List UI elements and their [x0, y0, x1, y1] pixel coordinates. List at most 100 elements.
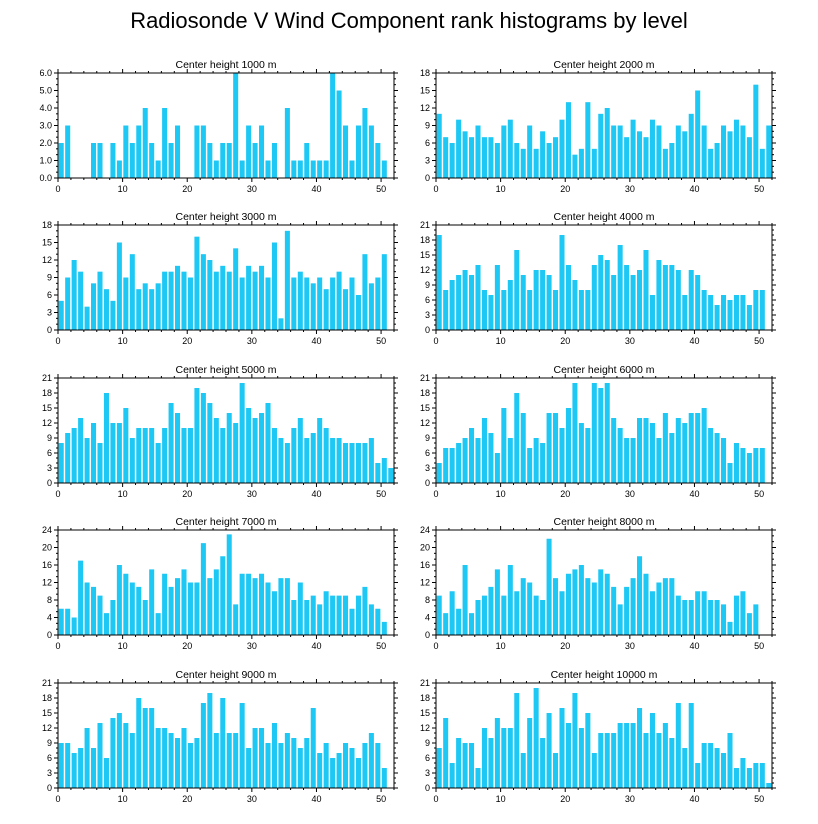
bar [136, 428, 142, 483]
bar [220, 265, 226, 330]
bar [116, 713, 122, 788]
bar [207, 693, 213, 788]
bar [443, 137, 449, 178]
bar [252, 271, 258, 330]
x-tick-label: 0 [55, 794, 60, 804]
bar [578, 148, 584, 178]
bar [507, 728, 513, 788]
bar [469, 613, 475, 636]
bar [565, 265, 571, 330]
bar [194, 236, 200, 330]
bar [733, 295, 739, 330]
panel-title: Center height 10000 m [551, 669, 658, 681]
bar [714, 748, 720, 788]
bar [368, 125, 374, 178]
bar [488, 738, 494, 788]
bar [643, 250, 649, 330]
bar [343, 743, 349, 788]
x-tick-label: 0 [55, 184, 60, 194]
x-tick-label: 10 [118, 641, 128, 651]
bar [362, 254, 368, 330]
bar [226, 271, 232, 330]
bar [58, 143, 64, 178]
bar [688, 113, 694, 178]
x-tick-label: 40 [311, 794, 321, 804]
bar [507, 565, 513, 635]
panel-1: Center height 1000 m 0.0 1.0 2.0 3.0 4.0 5.0 6.… [39, 59, 398, 194]
panel-title: Center height 3000 m [176, 211, 277, 223]
bar [688, 270, 694, 330]
panel-title: Center height 9000 m [176, 669, 277, 681]
bar [514, 393, 520, 483]
x-tick-label: 10 [496, 489, 506, 499]
bar [388, 468, 394, 483]
bar [181, 569, 187, 636]
chart-title: Radiosonde V Wind Component rank histogr… [130, 8, 688, 33]
bar [103, 758, 109, 788]
bar [708, 743, 714, 788]
bar [611, 275, 617, 330]
y-tick-label: 3 [425, 768, 430, 778]
bar [727, 733, 733, 788]
y-tick-label: 3 [425, 310, 430, 320]
y-tick-label: 0 [47, 630, 52, 640]
bar [162, 108, 168, 178]
bar [291, 600, 297, 635]
bar [142, 108, 148, 178]
bar [617, 428, 623, 483]
x-tick-label: 20 [182, 489, 192, 499]
bar [740, 125, 746, 178]
bar [643, 573, 649, 635]
bar [475, 600, 481, 635]
x-tick-label: 0 [55, 336, 60, 346]
bar [456, 275, 462, 330]
bar [278, 743, 284, 788]
bar [604, 383, 610, 483]
bar [149, 143, 155, 178]
bar [598, 113, 604, 178]
bar [259, 125, 265, 178]
bar [494, 265, 500, 330]
bar [162, 271, 168, 330]
bar [559, 119, 565, 178]
x-tick-label: 20 [182, 336, 192, 346]
bar [533, 270, 539, 330]
panel-6: Center height 6000 m 0 3 6 9 12 15 18 21 0 10 20 30 4… [420, 364, 776, 499]
bar [110, 423, 116, 483]
bar [71, 428, 77, 483]
bar [733, 443, 739, 483]
x-tick-label: 0 [433, 184, 438, 194]
bar [310, 595, 316, 636]
x-tick-label: 30 [247, 794, 257, 804]
bar [323, 591, 329, 635]
bar [488, 586, 494, 636]
y-tick-label: 9 [47, 273, 52, 283]
bar [323, 289, 329, 330]
bar [682, 600, 688, 635]
bar [695, 591, 701, 635]
bar [701, 591, 707, 635]
bar [187, 428, 193, 483]
bar [65, 433, 71, 483]
bar [336, 271, 342, 330]
bar [481, 137, 487, 178]
bar [695, 763, 701, 788]
x-tick-label: 0 [55, 641, 60, 651]
bar [362, 743, 368, 788]
bar [58, 300, 64, 330]
bar [291, 160, 297, 178]
bar [304, 438, 310, 483]
bar [213, 569, 219, 636]
bar [200, 543, 206, 636]
bar [527, 125, 533, 178]
bar [630, 723, 636, 788]
panel-title: Center height 1000 m [176, 59, 277, 71]
bar [284, 108, 290, 178]
y-tick-label: 15 [420, 250, 430, 260]
bar [246, 125, 252, 178]
bar [443, 613, 449, 636]
bar [682, 131, 688, 178]
bar [317, 418, 323, 483]
bar [598, 733, 604, 788]
bar [284, 578, 290, 636]
